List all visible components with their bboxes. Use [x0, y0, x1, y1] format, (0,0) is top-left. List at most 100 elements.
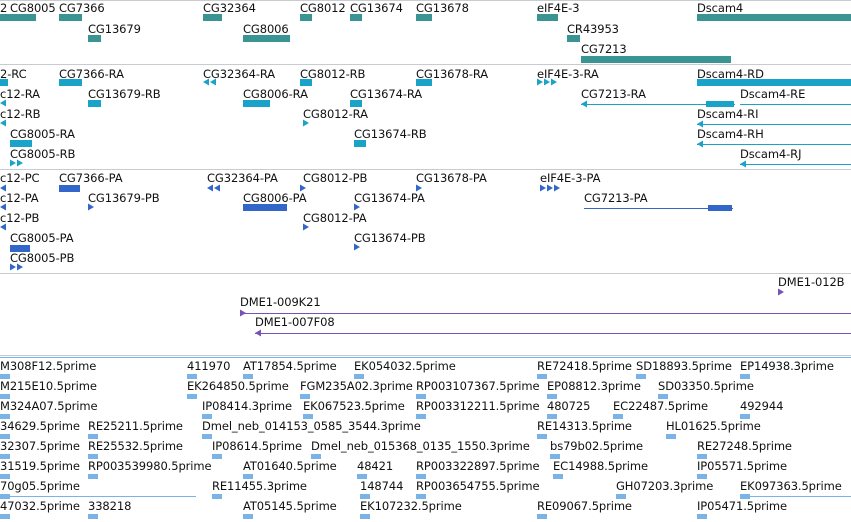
transcript-label[interactable]: Dscam4-RJ — [740, 147, 802, 161]
est-label[interactable]: Dmel_neb_014153_0585_3544.3prime — [202, 419, 421, 433]
transcript-label[interactable]: c12-RA — [0, 87, 40, 101]
protein-label[interactable]: c12-PA — [0, 191, 39, 205]
protein-label[interactable]: CG32364-PA — [207, 171, 278, 185]
transcript-intron-line[interactable] — [697, 124, 851, 125]
est-glyph[interactable] — [416, 474, 426, 479]
est-glyph[interactable] — [243, 514, 253, 519]
clone-label[interactable]: DME1-009K21 — [240, 295, 321, 309]
est-label[interactable]: RE72418.5prime — [537, 359, 632, 373]
est-label[interactable]: 492944 — [740, 399, 784, 413]
est-glyph[interactable] — [303, 414, 313, 419]
clone-line[interactable] — [255, 333, 851, 334]
est-glyph[interactable] — [354, 374, 364, 379]
protein-glyph[interactable] — [10, 245, 30, 252]
transcript-intron-line[interactable] — [740, 104, 851, 105]
transcript-arrow-icon[interactable] — [544, 78, 550, 86]
protein-arrow-icon[interactable] — [207, 184, 213, 192]
gene-label[interactable]: CR43953 — [567, 22, 619, 36]
est-label[interactable]: IP05571.5prime — [697, 459, 787, 473]
protein-arrow-icon[interactable] — [0, 223, 6, 231]
est-label[interactable]: SD03350.5prime — [658, 379, 754, 393]
est-glyph[interactable] — [202, 434, 212, 439]
est-label[interactable]: RP003312211.5prime — [416, 399, 540, 413]
protein-label[interactable]: CG7366-PA — [59, 171, 123, 185]
protein-label[interactable]: CG13679-PB — [88, 191, 160, 205]
est-glyph[interactable] — [416, 394, 426, 399]
est-glyph[interactable] — [616, 494, 626, 499]
transcript-label[interactable]: Dscam4-RD — [697, 67, 764, 81]
clone-label[interactable]: DME1-007F08 — [255, 315, 335, 329]
est-glyph[interactable] — [360, 494, 370, 499]
gene-glyph[interactable] — [243, 35, 290, 42]
est-label[interactable]: SD18893.5prime — [636, 359, 732, 373]
est-label[interactable]: EC14988.5prime — [553, 459, 648, 473]
est-glyph[interactable] — [613, 414, 623, 419]
est-label[interactable]: EP14938.3prime — [740, 359, 834, 373]
protein-arrow-icon[interactable] — [354, 243, 360, 251]
est-label[interactable]: RP003654755.5prime — [416, 479, 540, 493]
est-glyph[interactable] — [697, 514, 707, 519]
transcript-label[interactable]: CG13678-RA — [416, 67, 489, 81]
transcript-label[interactable]: CG7366-RA — [59, 67, 124, 81]
est-glyph[interactable] — [537, 434, 547, 439]
transcript-arrow-icon[interactable] — [0, 119, 6, 127]
est-glyph[interactable] — [311, 454, 321, 459]
est-glyph[interactable] — [0, 394, 10, 399]
transcript-arrow-icon[interactable] — [581, 100, 587, 108]
est-label[interactable]: 48421 — [357, 459, 394, 473]
est-glyph[interactable] — [666, 434, 676, 439]
transcript-label[interactable]: CG8006-RA — [243, 87, 308, 101]
protein-arrow-icon[interactable] — [10, 263, 16, 271]
protein-arrow-icon[interactable] — [0, 184, 6, 192]
est-label[interactable]: 47032.5prime — [0, 499, 80, 513]
transcript-glyph[interactable] — [300, 79, 312, 86]
est-label[interactable]: 411970 — [187, 359, 231, 373]
protein-arrow-icon[interactable] — [547, 184, 553, 192]
est-label[interactable]: RE11455.3prime — [212, 479, 307, 493]
gene-label[interactable]: CG32364 — [203, 1, 256, 15]
gene-glyph[interactable] — [537, 14, 558, 21]
protein-label[interactable]: CG13674-PB — [354, 231, 426, 245]
transcript-glyph[interactable] — [697, 79, 851, 86]
est-label[interactable]: EK067523.5prime — [303, 399, 405, 413]
transcript-intron-line[interactable] — [740, 164, 851, 165]
clone-arrow-icon[interactable] — [778, 288, 784, 296]
gene-label[interactable]: CG8012 — [300, 1, 346, 15]
est-label[interactable]: RP003539980.5prime — [88, 459, 212, 473]
transcript-arrow-icon[interactable] — [303, 119, 309, 127]
est-glyph[interactable] — [360, 514, 370, 519]
est-glyph[interactable] — [0, 374, 10, 379]
est-label[interactable]: 31519.5prime — [0, 459, 80, 473]
protein-label[interactable]: CG8012-PA — [303, 211, 367, 225]
est-glyph[interactable] — [0, 414, 10, 419]
gene-glyph[interactable] — [0, 14, 14, 21]
transcript-label[interactable]: CG8005-RB — [10, 147, 76, 161]
transcript-arrow-icon[interactable] — [697, 120, 703, 128]
transcript-arrow-icon[interactable] — [740, 160, 746, 168]
transcript-label[interactable]: Dscam4-RE — [740, 87, 806, 101]
est-glyph[interactable] — [88, 514, 98, 519]
transcript-intron-line[interactable] — [581, 104, 735, 105]
est-line[interactable] — [0, 496, 196, 497]
est-glyph[interactable] — [547, 394, 557, 399]
transcript-glyph[interactable] — [88, 100, 101, 107]
est-glyph[interactable] — [658, 394, 668, 399]
transcript-glyph[interactable] — [243, 100, 270, 107]
est-label[interactable]: 32307.5prime — [0, 439, 80, 453]
gene-glyph[interactable] — [59, 14, 82, 21]
est-line[interactable] — [740, 496, 851, 497]
est-glyph[interactable] — [212, 454, 222, 459]
protein-arrow-icon[interactable] — [300, 184, 306, 192]
est-label[interactable]: IP08614.5prime — [212, 439, 302, 453]
est-glyph[interactable] — [0, 434, 10, 439]
est-glyph[interactable] — [300, 394, 310, 399]
transcript-label[interactable]: CG32364-RA — [203, 67, 276, 81]
protein-arrow-icon[interactable] — [354, 203, 360, 211]
transcript-arrow-icon[interactable] — [537, 78, 543, 86]
transcript-label[interactable]: CG8012-RA — [303, 107, 368, 121]
gene-glyph[interactable] — [567, 35, 580, 42]
transcript-glyph[interactable] — [416, 79, 432, 86]
protein-arrow-icon[interactable] — [88, 203, 94, 211]
est-glyph[interactable] — [416, 414, 426, 419]
transcript-label[interactable]: CG13674-RA — [350, 87, 423, 101]
